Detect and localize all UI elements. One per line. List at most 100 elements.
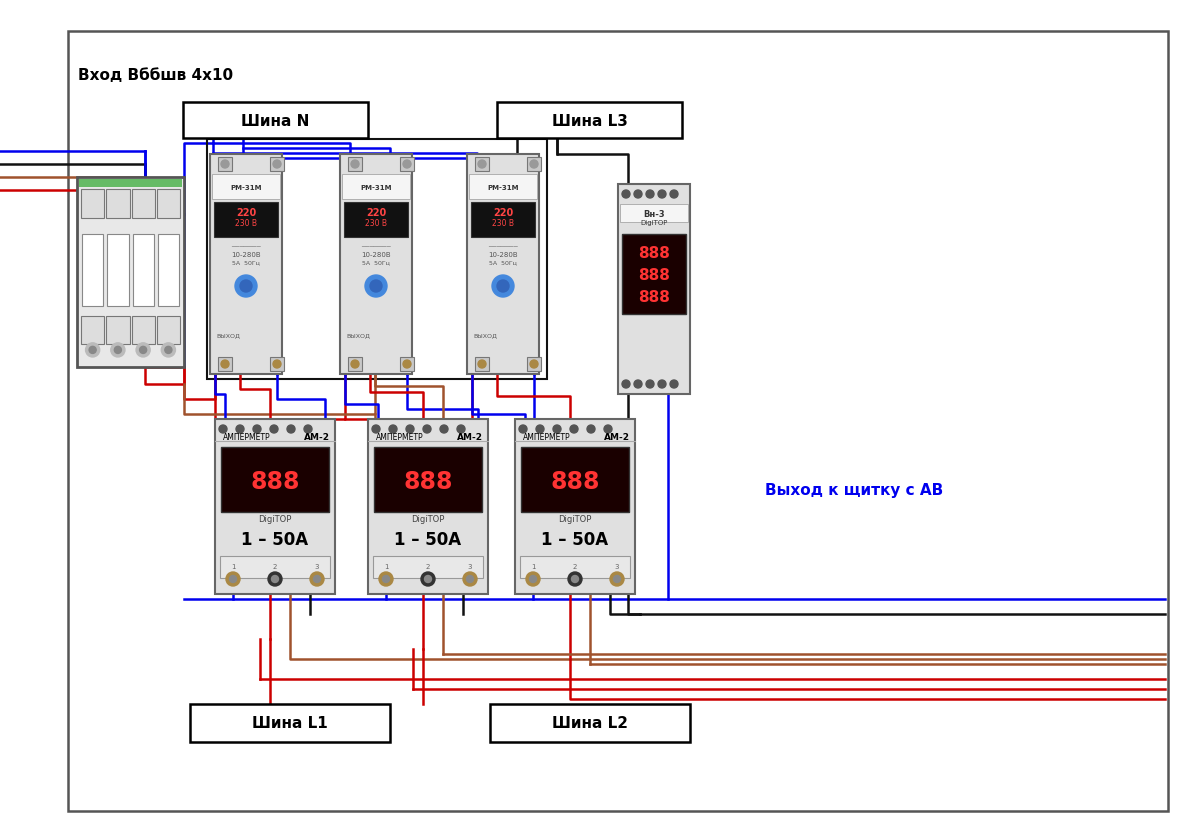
Circle shape [383,576,390,583]
Circle shape [520,426,527,434]
Bar [344,203,408,237]
Text: 220: 220 [366,208,386,217]
Circle shape [85,344,100,358]
Circle shape [114,347,121,354]
Circle shape [89,347,96,354]
Bar [368,420,488,594]
Text: АМ-2: АМ-2 [457,432,484,441]
Text: 220: 220 [493,208,514,217]
Text: 10-280В: 10-280В [361,252,391,257]
Circle shape [365,276,388,298]
Bar [157,190,180,218]
Circle shape [110,344,125,358]
Bar [373,556,484,579]
Circle shape [536,426,544,434]
Circle shape [658,380,666,389]
Circle shape [271,576,278,583]
Bar [475,158,490,171]
Circle shape [421,573,436,586]
Circle shape [497,281,509,293]
Text: 888: 888 [403,470,452,493]
Text: 230 В: 230 В [492,218,514,227]
Circle shape [270,426,278,434]
Text: DigiTOP: DigiTOP [258,515,292,524]
Bar [527,358,541,371]
Circle shape [352,360,359,369]
Circle shape [478,360,486,369]
Bar [622,235,686,314]
Circle shape [478,161,486,169]
Circle shape [403,161,412,169]
Circle shape [622,191,630,199]
Bar [527,158,541,171]
Text: 888: 888 [638,289,670,304]
Text: Вход Вббшв 4х10: Вход Вббшв 4х10 [78,68,233,83]
Text: РМ-31М: РМ-31М [360,185,391,191]
Text: 1 – 50A: 1 – 50A [241,530,308,548]
Bar [497,103,682,139]
Circle shape [587,426,595,434]
Bar [270,158,284,171]
Circle shape [530,360,538,369]
Text: 1: 1 [530,563,535,569]
Circle shape [253,426,262,434]
Bar [340,155,412,375]
Circle shape [634,380,642,389]
Circle shape [226,573,240,586]
Bar [221,447,329,512]
Bar [348,358,362,371]
Bar [515,420,635,594]
Circle shape [389,426,397,434]
Bar [218,158,232,171]
Bar [107,190,130,218]
Bar [157,316,180,344]
Circle shape [425,576,432,583]
Circle shape [136,344,150,358]
Circle shape [463,573,478,586]
Bar [210,155,282,375]
Bar [467,155,539,375]
Circle shape [670,380,678,389]
Text: 888: 888 [638,268,670,283]
Text: 2: 2 [272,563,277,569]
Circle shape [274,161,281,169]
Circle shape [274,360,281,369]
Text: DigiTOP: DigiTOP [641,220,667,226]
Circle shape [570,426,578,434]
Text: ВЫХОД: ВЫХОД [473,333,497,338]
Bar [208,140,547,380]
Circle shape [287,426,295,434]
Text: Шина N: Шина N [241,114,310,129]
Text: 2: 2 [426,563,430,569]
Text: 888: 888 [638,245,670,260]
Circle shape [240,281,252,293]
Text: 5А  50Гц: 5А 50Гц [490,260,517,265]
Circle shape [229,576,236,583]
Text: 1 – 50A: 1 – 50A [395,530,462,548]
Circle shape [526,573,540,586]
Bar [132,190,155,218]
Circle shape [529,576,536,583]
Text: 1: 1 [384,563,389,569]
Text: Шина L1: Шина L1 [252,716,328,731]
Circle shape [467,576,474,583]
Text: 888: 888 [251,470,300,493]
Circle shape [236,426,244,434]
Text: ───────: ─────── [488,244,518,250]
Bar [132,316,155,344]
Text: РМ-31М: РМ-31М [487,185,518,191]
Text: 10-280В: 10-280В [488,252,518,257]
Text: 5А  50Гц: 5А 50Гц [362,260,390,265]
Text: 5А  50Гц: 5А 50Гц [232,260,260,265]
Circle shape [424,426,431,434]
Bar [521,447,629,512]
Bar [520,556,630,579]
Bar [472,203,535,237]
Circle shape [139,347,146,354]
Bar [490,704,690,742]
Bar [107,316,130,344]
Circle shape [221,360,229,369]
Bar [400,158,414,171]
Circle shape [568,573,582,586]
Bar [475,358,490,371]
